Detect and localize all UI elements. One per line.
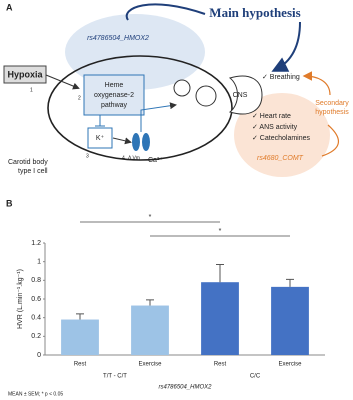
hypoxia: Hypoxia: [7, 69, 43, 79]
secondary-hypothesis: Secondary: [315, 100, 349, 107]
bar: [131, 305, 169, 355]
vesicle: [173, 79, 191, 97]
pathway-text: oxygenase-2: [94, 92, 134, 99]
vesicle: [195, 85, 217, 107]
arrow: [112, 137, 132, 145]
step: 3: [86, 153, 89, 159]
arrow: [45, 74, 80, 90]
y-tick-label: 0.6: [31, 296, 41, 303]
y-tick-label: 1.2: [31, 240, 41, 247]
k-channel: [87, 127, 113, 149]
hmox2-region: [65, 14, 205, 90]
y-tick-label: 0: [37, 352, 41, 359]
ca-channel: [142, 133, 150, 151]
y-tick-label: 0.8: [31, 277, 41, 284]
secondary-hypothesis: hypothesis: [315, 109, 349, 116]
arrow: [125, 3, 206, 21]
significance-label: *: [149, 214, 152, 221]
bar: [201, 282, 239, 355]
effect: ✓ Heart rate: [252, 113, 291, 120]
y-tick-label: 0.4: [31, 315, 41, 322]
potassium: K⁺: [96, 135, 105, 142]
arrow: [305, 76, 339, 157]
chart: 0 0.2 0.4 0.6 0.8 1 1.2 HVR (L.min⁻¹.kg⁻¹) Rest E…: [8, 214, 325, 397]
arrow: [140, 102, 177, 132]
significance-label: *: [219, 228, 222, 235]
x-tick-label: Rest: [214, 362, 227, 368]
group-label: T/T - C/T: [103, 374, 127, 380]
panel-label: A: [6, 2, 13, 12]
y-tick-label: 1: [37, 259, 41, 266]
bar: [61, 319, 99, 355]
delta-vm: Δ Vm: [128, 155, 140, 161]
pathway-text: Heme: [105, 82, 124, 89]
cell-label: type I cell: [18, 168, 48, 175]
effect: ✓ ANS activity: [252, 124, 298, 131]
group-label: C/C: [250, 374, 261, 380]
gene-label: rs4786504_HMOX2: [87, 35, 149, 42]
y-tick-label: 0.2: [31, 333, 41, 340]
x-axis-title: rs4786504_HMOX2: [158, 385, 212, 391]
effect: ✓ Breathing: [262, 74, 300, 81]
cell-label: Carotid body: [8, 159, 48, 166]
bar: [271, 286, 309, 355]
step: 2: [78, 95, 81, 101]
x-tick-label: Exercise: [278, 362, 302, 368]
pathway-text: pathway: [101, 102, 128, 109]
y-axis-title: HVR (L.min⁻¹.kg⁻¹): [17, 269, 24, 329]
comt-region: [234, 93, 330, 177]
gene-label: rs4680_COMT: [257, 155, 304, 162]
error-bar: [146, 299, 154, 306]
effect: ✓ Catecholamines: [252, 135, 311, 142]
footnote: MEAN ± SEM; * p < 0.05: [8, 391, 63, 397]
calcium: Ca²⁺: [148, 157, 163, 164]
x-tick-label: Rest: [74, 362, 87, 368]
ca-channel: [132, 133, 140, 151]
cell: [47, 55, 233, 161]
x-tick-label: Exercise: [138, 362, 162, 368]
inhibit: [95, 115, 105, 127]
cns: CNS: [233, 92, 248, 99]
error-bar: [216, 263, 224, 283]
step: 4: [122, 155, 125, 161]
pathway-box: [83, 74, 145, 116]
main-hypothesis: Main hypothesis: [209, 5, 300, 20]
step: 1: [30, 87, 33, 93]
nerve-terminal: [228, 75, 263, 115]
panel-label: B: [6, 198, 13, 208]
error-bar: [286, 278, 294, 287]
error-bar: [76, 313, 84, 320]
hypoxia-box: [3, 65, 47, 84]
arrow: [271, 21, 301, 72]
